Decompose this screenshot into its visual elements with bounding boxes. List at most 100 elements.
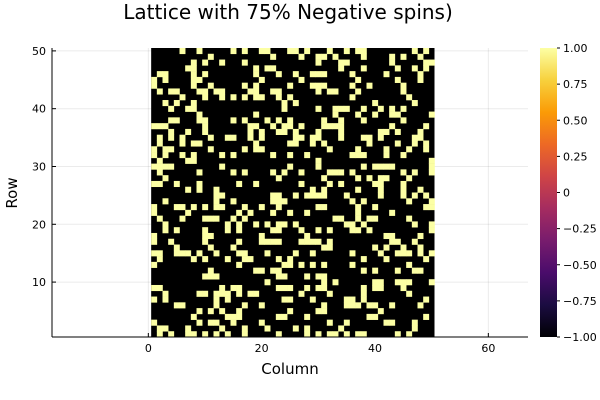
spin-cell-positive: [207, 82, 214, 89]
spin-cell-positive: [383, 128, 390, 135]
spin-cell-positive: [156, 123, 163, 130]
spin-cell-positive: [190, 65, 197, 72]
spin-cell-positive: [219, 152, 226, 159]
spin-cell-positive: [281, 169, 288, 176]
spin-cell-positive: [428, 221, 435, 228]
spin-cell-positive: [309, 192, 316, 199]
spin-cell-positive: [196, 180, 203, 188]
spin-cell-positive: [400, 186, 407, 193]
spin-cell-positive: [360, 267, 367, 274]
spin-cell-positive: [151, 152, 158, 159]
spin-cell-positive: [321, 273, 328, 280]
spin-cell-positive: [360, 48, 367, 55]
spin-cell-positive: [253, 94, 260, 101]
spin-cell-positive: [156, 256, 163, 263]
spin-cell-positive: [151, 146, 158, 153]
spin-cell-positive: [406, 331, 413, 338]
spin-cell-positive: [196, 111, 203, 118]
spin-cell-positive: [338, 123, 345, 130]
spin-cell-positive: [281, 261, 288, 268]
spin-cell-positive: [304, 238, 311, 245]
spin-cell-positive: [428, 204, 435, 211]
spin-cell-positive: [151, 250, 158, 257]
spin-cell-positive: [236, 290, 243, 297]
spin-cell-positive: [304, 192, 311, 199]
spin-cell-positive: [281, 284, 288, 292]
spin-cell-positive: [168, 134, 175, 141]
spin-cell-positive: [372, 302, 379, 309]
spin-cell-positive: [287, 308, 294, 315]
spin-cell-positive: [156, 284, 163, 292]
spin-cell-positive: [309, 140, 316, 147]
spin-cell-positive: [355, 302, 362, 309]
spin-cell-positive: [151, 163, 158, 170]
spin-cell-positive: [315, 88, 322, 95]
spin-cell-positive: [394, 250, 401, 257]
spin-cell-positive: [253, 65, 260, 72]
spin-cell-positive: [400, 105, 407, 112]
spin-cell-positive: [241, 48, 248, 55]
spin-cell-positive: [241, 325, 248, 332]
y-tick-label: 50: [32, 45, 46, 58]
spin-cell-positive: [400, 88, 407, 95]
spin-cell-positive: [185, 250, 192, 257]
spin-cell-positive: [315, 59, 322, 66]
spin-cell-positive: [377, 279, 384, 286]
spin-cell-positive: [151, 232, 158, 240]
spin-cell-positive: [389, 319, 396, 326]
spin-cell-positive: [292, 134, 299, 141]
spin-cell-positive: [321, 117, 328, 124]
spin-cell-positive: [287, 117, 294, 124]
spin-cell-positive: [213, 319, 220, 326]
spin-cell-positive: [383, 71, 390, 78]
spin-cell-positive: [270, 192, 277, 199]
spin-cell-positive: [281, 100, 288, 107]
spin-cell-positive: [343, 302, 350, 309]
spin-cell-positive: [406, 250, 413, 257]
spin-cell-positive: [258, 134, 265, 141]
spin-cell-positive: [304, 209, 311, 216]
spin-cell-positive: [258, 146, 265, 153]
spin-cell-positive: [275, 256, 282, 263]
spin-cell-positive: [389, 238, 396, 245]
spin-cell-positive: [196, 250, 203, 257]
spin-cell-positive: [338, 128, 345, 135]
spin-cell-positive: [264, 325, 271, 332]
spin-cell-positive: [179, 94, 186, 101]
spin-cell-positive: [321, 302, 328, 309]
spin-cell-positive: [156, 71, 163, 78]
spin-cell-positive: [326, 48, 333, 55]
spin-cell-positive: [275, 238, 282, 245]
spin-cell-positive: [309, 134, 316, 141]
spin-cell-positive: [275, 284, 282, 292]
spin-cell-positive: [304, 313, 311, 320]
spin-cell-positive: [411, 325, 418, 332]
spin-cell-positive: [360, 117, 367, 124]
spin-cell-positive: [372, 215, 379, 222]
spin-cell-positive: [173, 117, 180, 124]
spin-cell-positive: [304, 152, 311, 159]
spin-cell-positive: [315, 53, 322, 60]
spin-cell-positive: [423, 192, 430, 199]
spin-cell-positive: [224, 290, 231, 297]
spin-cell-positive: [394, 331, 401, 338]
spin-cell-positive: [349, 227, 356, 234]
spin-cell-positive: [224, 256, 231, 263]
spin-cell-positive: [287, 209, 294, 216]
spin-cell-positive: [411, 65, 418, 72]
spin-cell-positive: [213, 250, 220, 257]
spin-cell-positive: [156, 331, 163, 338]
spin-cell-positive: [230, 152, 237, 159]
colorbar-tick-label: 0.75: [563, 78, 588, 91]
spin-cell-positive: [423, 313, 430, 320]
spin-cell-positive: [275, 192, 282, 199]
spin-cell-positive: [275, 117, 282, 124]
spin-cell-positive: [202, 256, 209, 263]
spin-cell-positive: [156, 325, 163, 332]
spin-cell-positive: [355, 227, 362, 234]
spin-cell-positive: [287, 123, 294, 130]
spin-cell-positive: [230, 313, 237, 320]
y-tick-label: 20: [32, 218, 46, 231]
spin-cell-positive: [236, 221, 243, 228]
spin-cell-positive: [207, 53, 214, 60]
